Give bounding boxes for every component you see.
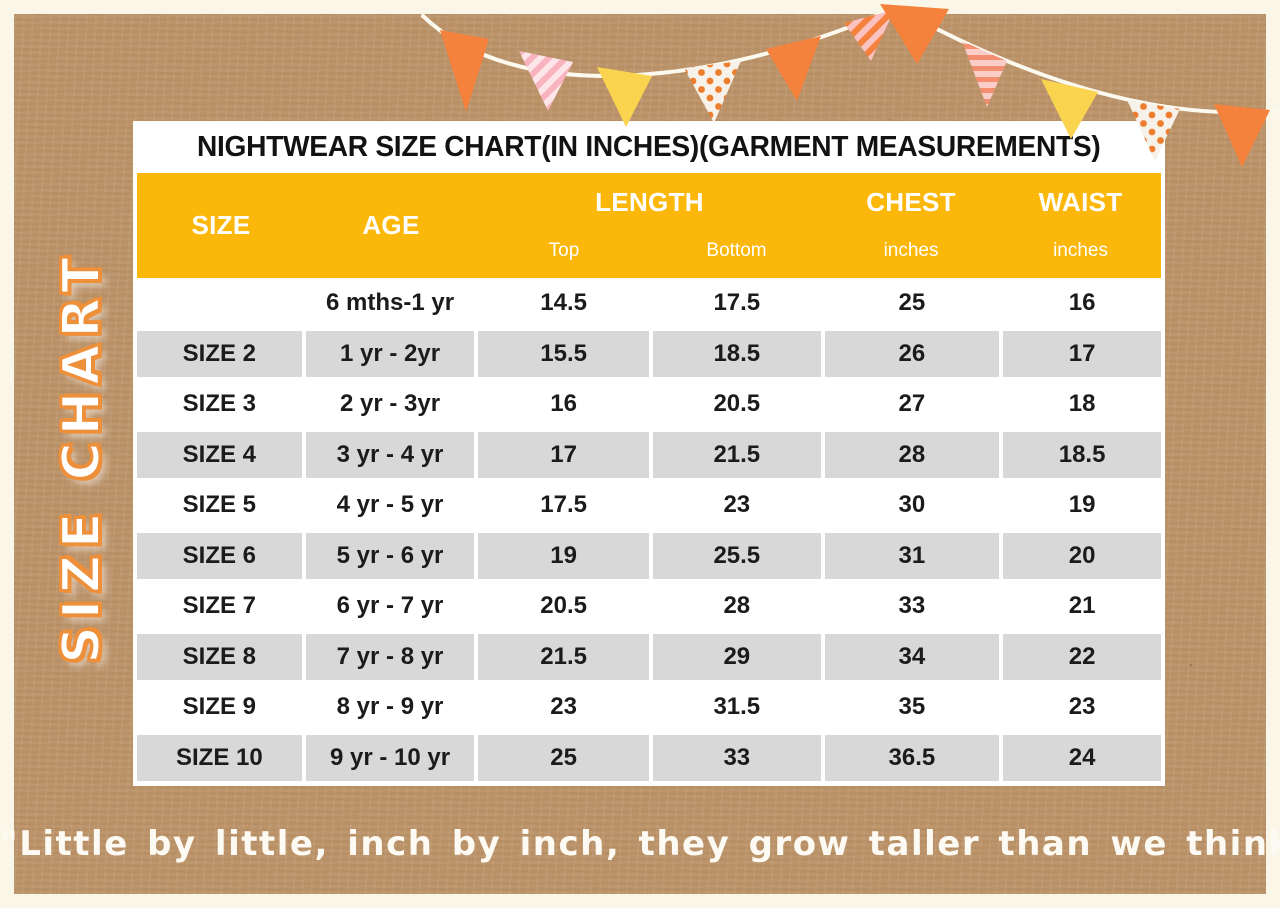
footer-quote: "Little by little, inch by inch, they gr…: [0, 824, 1280, 864]
cell-length-top: 21.5: [478, 634, 649, 680]
cell-waist: 22: [1003, 634, 1161, 680]
cell-waist: 19: [1068, 491, 1096, 519]
table-row: SIZE 6 5 yr - 6 yr 19 25.5 31 20: [137, 531, 1161, 582]
cell-chest: 31: [824, 533, 1000, 579]
cell-chest: 30: [898, 491, 926, 519]
table-row: SIZE 7 6 yr - 7 yr 20.5 28 33 21: [137, 581, 1161, 632]
cell-length-bottom: 17.5: [713, 289, 761, 317]
cell-chest: 36.5: [824, 735, 1000, 781]
cell-length-top: 23: [550, 693, 577, 721]
cell-length-bottom: 20.5: [713, 390, 761, 418]
side-title: SIZE CHART: [51, 249, 113, 664]
cell-size: SIZE 4: [137, 432, 302, 478]
size-chart-table: NIGHTWEAR SIZE CHART(IN INCHES)(GARMENT …: [133, 121, 1165, 786]
cell-length-bottom: 33: [652, 735, 821, 781]
cell-age: 7 yr - 8 yr: [305, 634, 475, 680]
cell-chest: 35: [898, 693, 926, 721]
cell-chest: 25: [898, 289, 926, 317]
cell-age: 9 yr - 10 yr: [305, 735, 475, 781]
cell-waist: 17: [1003, 331, 1161, 377]
cell-length-bottom: 29: [652, 634, 821, 680]
cell-size: [137, 281, 302, 327]
header-chest-unit: inches: [883, 239, 939, 261]
header-size: SIZE: [191, 210, 251, 240]
cell-size: SIZE 7: [182, 592, 257, 620]
cell-size: SIZE 8: [137, 634, 302, 680]
cell-waist: 18.5: [1003, 432, 1161, 478]
header-chest: CHEST: [866, 186, 956, 217]
cell-length-top: 17.5: [540, 491, 588, 519]
table-title: NIGHTWEAR SIZE CHART(IN INCHES)(GARMENT …: [133, 121, 1165, 173]
cell-waist: 23: [1068, 693, 1096, 721]
cell-length-bottom: 25.5: [652, 533, 821, 579]
cell-waist: 21: [1068, 592, 1096, 620]
cell-length-top: 14.5: [540, 289, 588, 317]
table-row: SIZE 9 8 yr - 9 yr 23 31.5 35 23: [137, 682, 1161, 733]
cell-waist: 16: [1068, 289, 1096, 317]
cell-size: SIZE 3: [182, 390, 257, 418]
cell-age: 4 yr - 5 yr: [336, 491, 444, 519]
cell-length-bottom: 31.5: [713, 693, 761, 721]
header-age: AGE: [362, 210, 420, 240]
header-length-bottom: Bottom: [706, 239, 767, 261]
cell-chest: 27: [898, 390, 926, 418]
cell-length-top: 16: [550, 390, 577, 418]
cell-length-top: 20.5: [540, 592, 588, 620]
cell-age: 2 yr - 3yr: [339, 390, 441, 418]
cell-size: SIZE 6: [137, 533, 302, 579]
table-row: SIZE 2 1 yr - 2yr 15.5 18.5 26 17: [137, 329, 1161, 380]
cell-size: SIZE 2: [137, 331, 302, 377]
cell-length-top: 25: [478, 735, 649, 781]
cell-size: SIZE 10: [137, 735, 302, 781]
table-row: 6 mths-1 yr 14.5 17.5 25 16: [137, 278, 1161, 329]
cell-size: SIZE 9: [182, 693, 257, 721]
cell-age: 1 yr - 2yr: [305, 331, 475, 377]
cell-length-top: 17: [478, 432, 649, 478]
table-row: SIZE 3 2 yr - 3yr 16 20.5 27 18: [137, 379, 1161, 430]
cell-waist: 18: [1068, 390, 1096, 418]
cell-length-bottom: 21.5: [652, 432, 821, 478]
cell-chest: 26: [824, 331, 1000, 377]
cell-length-top: 15.5: [478, 331, 649, 377]
cell-waist: 20: [1003, 533, 1161, 579]
cell-age: 6 mths-1 yr: [325, 289, 455, 317]
header-length: LENGTH: [595, 186, 704, 217]
table-body: 6 mths-1 yr 14.5 17.5 25 16 SIZE 2 1 yr …: [137, 278, 1161, 783]
cell-length-bottom: 23: [723, 491, 751, 519]
cell-waist: 24: [1003, 735, 1161, 781]
cell-age: 5 yr - 6 yr: [305, 533, 475, 579]
table-row: SIZE 5 4 yr - 5 yr 17.5 23 30 19: [137, 480, 1161, 531]
cell-size: SIZE 5: [182, 491, 257, 519]
header-waist: WAIST: [1038, 186, 1123, 217]
table-row: SIZE 8 7 yr - 8 yr 21.5 29 34 22: [137, 632, 1161, 683]
cell-chest: 33: [898, 592, 926, 620]
cell-age: 3 yr - 4 yr: [305, 432, 475, 478]
cell-length-bottom: 28: [723, 592, 751, 620]
cell-length-top: 19: [478, 533, 649, 579]
table-row: SIZE 4 3 yr - 4 yr 17 21.5 28 18.5: [137, 430, 1161, 481]
cell-chest: 34: [824, 634, 1000, 680]
table-header: SIZE AGE LENGTH Top Bottom CHEST inches …: [137, 173, 1161, 278]
cell-chest: 28: [824, 432, 1000, 478]
header-length-top: Top: [548, 239, 580, 261]
cell-length-bottom: 18.5: [652, 331, 821, 377]
header-waist-unit: inches: [1053, 239, 1108, 261]
cell-age: 8 yr - 9 yr: [336, 693, 444, 721]
table-title-text: NIGHTWEAR SIZE CHART(IN INCHES)(GARMENT …: [197, 130, 1101, 163]
table-row: SIZE 10 9 yr - 10 yr 25 33 36.5 24: [137, 733, 1161, 784]
cell-age: 6 yr - 7 yr: [336, 592, 444, 620]
